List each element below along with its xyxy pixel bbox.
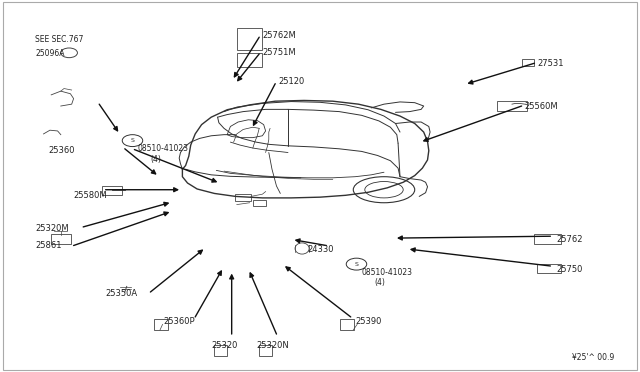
Bar [522,59,534,66]
Text: 25120: 25120 [278,77,305,86]
Text: 25096A: 25096A [35,49,65,58]
Text: 25751M: 25751M [262,48,296,57]
Bar [534,234,561,244]
Text: ¥25'^ 00.9: ¥25'^ 00.9 [572,353,614,362]
Bar [51,234,71,244]
Bar [537,264,561,273]
Bar [214,345,227,356]
Bar [236,194,251,201]
Text: 25762: 25762 [557,235,583,244]
Bar [102,186,122,195]
Text: 25390: 25390 [355,317,381,326]
Text: 25580M: 25580M [74,191,108,200]
Text: 25320M: 25320M [35,224,69,233]
Text: 25560M: 25560M [525,102,559,110]
Text: 25762M: 25762M [262,31,296,40]
Bar [237,53,262,67]
Bar [154,319,168,330]
Bar [259,345,272,356]
Text: 25360: 25360 [48,146,74,155]
Bar [340,319,354,330]
Bar [237,28,262,50]
Text: (4): (4) [374,278,385,287]
Bar [497,101,527,111]
Text: 25320: 25320 [211,341,237,350]
Text: 25360P: 25360P [163,317,195,326]
Text: 08510-41023: 08510-41023 [138,144,189,153]
Text: 24330: 24330 [307,245,333,254]
Text: 08510-41023: 08510-41023 [362,268,413,277]
Text: S: S [355,262,358,267]
Text: 27531: 27531 [538,59,564,68]
Text: 25350A: 25350A [106,289,138,298]
Text: (4): (4) [150,155,161,164]
Text: 25861: 25861 [35,241,61,250]
Text: S: S [131,138,134,143]
Bar [253,200,266,205]
Text: 25750: 25750 [557,265,583,274]
Text: SEE SEC.767: SEE SEC.767 [35,35,84,44]
Text: 25320N: 25320N [256,341,289,350]
